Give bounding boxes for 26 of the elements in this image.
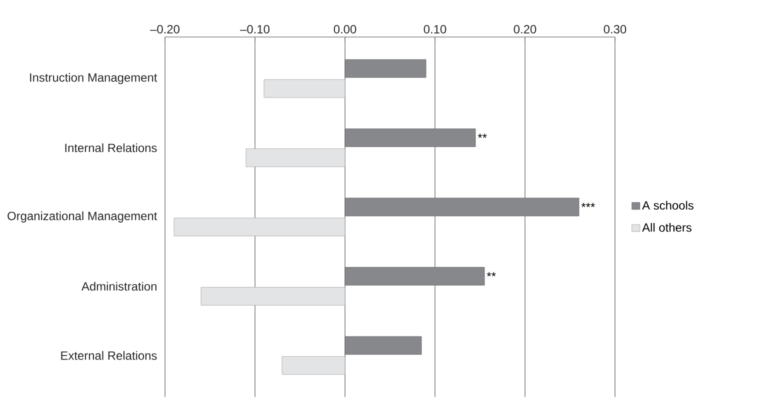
y-tick-label: Organizational Management [8,211,158,223]
bar [344,128,476,147]
x-tick-label: 0.00 [334,25,356,34]
bar [282,356,346,375]
annotation: ** [478,134,487,138]
bar [344,59,426,78]
y-tick-label: Internal Relations [65,143,157,152]
y-tick-label: Instruction Management [30,72,158,84]
legend-label: All others [642,222,692,232]
bar [200,287,346,306]
annotation: ** [486,272,496,276]
x-tick-label: 0.30 [604,25,626,34]
bar [344,336,422,355]
y-tick-label: Administration [81,282,156,291]
x-tick-label: –0.10 [240,25,270,34]
bar [264,79,346,98]
bar [344,267,485,286]
x-tick-label: 0.20 [514,25,536,34]
legend-label: A schools [642,200,694,210]
y-tick-label: External Relations [61,351,157,360]
x-tick-label: –0.20 [150,25,180,34]
x-tick-label: 0.10 [424,25,446,34]
bar [344,198,580,216]
bar [246,148,346,167]
annotation: *** [581,202,595,208]
bar [174,218,346,236]
